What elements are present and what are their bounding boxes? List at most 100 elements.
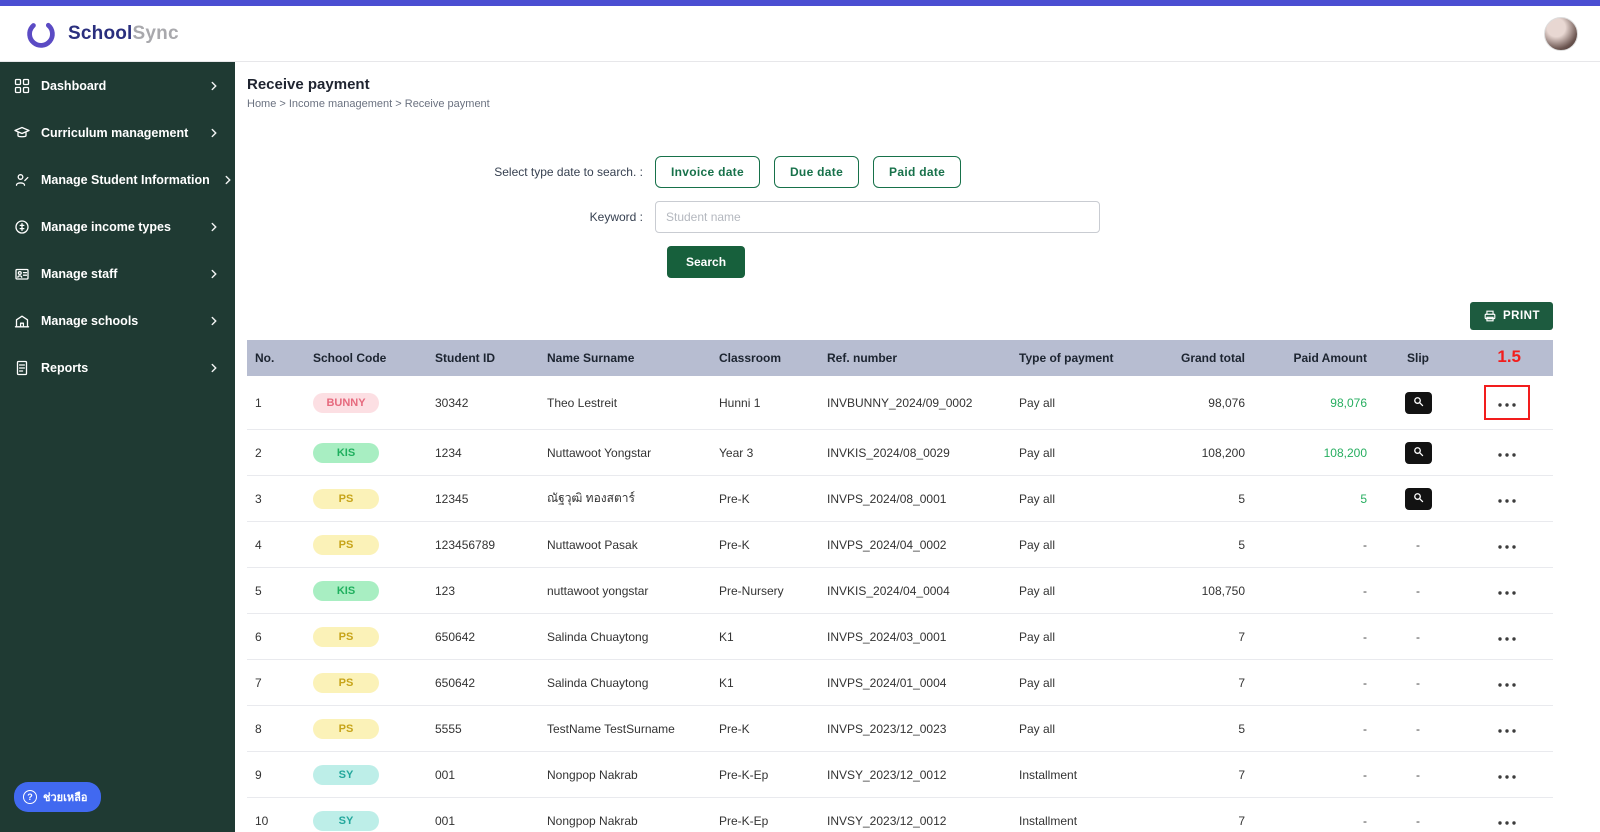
sidebar-item-label: Manage staff — [41, 266, 118, 281]
table-row: 6 PS 650642 Salinda Chuaytong K1 INVPS_2… — [247, 613, 1553, 660]
view-slip-button[interactable] — [1404, 487, 1432, 510]
cell-payment-type: Pay all — [1011, 521, 1141, 568]
cell-paid-amount: 5 — [1253, 475, 1375, 522]
row-actions-button[interactable] — [1494, 715, 1520, 742]
cell-grand-total: 5 — [1141, 475, 1253, 522]
cell-slip — [1375, 475, 1461, 522]
date-type-button-paid-date[interactable]: Paid date — [873, 156, 962, 188]
sidebar-item-manage-income-types[interactable]: Manage income types — [0, 203, 235, 250]
cell-actions — [1461, 659, 1553, 706]
cell-payment-type: Pay all — [1011, 705, 1141, 752]
date-type-button-due-date[interactable]: Due date — [773, 156, 860, 188]
column-header: Name Surname — [539, 340, 711, 376]
more-options-icon — [1498, 813, 1516, 828]
school-code-badge: SY — [313, 810, 379, 831]
cell-payment-type: Installment — [1011, 751, 1141, 798]
more-options-icon — [1498, 395, 1516, 410]
row-actions-button[interactable] — [1494, 807, 1520, 832]
column-header: Paid Amount — [1253, 340, 1375, 376]
table-body: 1 BUNNY 30342 Theo Lestreit Hunni 1 INVB… — [247, 376, 1553, 832]
cell-no: 10 — [247, 797, 305, 832]
magnifier-icon — [1412, 445, 1425, 461]
cell-no: 6 — [247, 613, 305, 660]
search-button[interactable]: Search — [667, 246, 746, 278]
cell-ref-number: INVSY_2023/12_0012 — [819, 751, 1011, 798]
cell-student-id: 1234 — [427, 429, 539, 476]
cell-actions — [1461, 376, 1553, 430]
cell-payment-type: Pay all — [1011, 475, 1141, 522]
cell-no: 1 — [247, 376, 305, 430]
column-header: Classroom — [711, 340, 819, 376]
sidebar-item-manage-staff[interactable]: Manage staff — [0, 250, 235, 297]
breadcrumb[interactable]: Home > Income management > Receive payme… — [247, 98, 490, 110]
row-actions-button[interactable] — [1494, 623, 1520, 650]
user-avatar[interactable] — [1544, 16, 1578, 51]
row-actions-button[interactable] — [1494, 485, 1520, 512]
school-code-badge: PS — [313, 718, 379, 739]
more-options-icon — [1498, 767, 1516, 782]
table-row: 10 SY 001 Nongpop Nakrab Pre-K-Ep INVSY_… — [247, 797, 1553, 832]
table-row: 7 PS 650642 Salinda Chuaytong K1 INVPS_2… — [247, 659, 1553, 706]
column-header: Slip — [1375, 340, 1461, 376]
cell-ref-number: INVPS_2024/01_0004 — [819, 659, 1011, 706]
school-code-badge: KIS — [313, 442, 379, 463]
table-row: 5 KIS 123 nuttawoot yongstar Pre-Nursery… — [247, 567, 1553, 614]
cell-classroom: K1 — [711, 613, 819, 660]
more-options-icon — [1498, 629, 1516, 644]
sidebar-item-curriculum-management[interactable]: Curriculum management — [0, 109, 235, 156]
view-slip-button[interactable] — [1404, 391, 1432, 414]
help-button[interactable]: ? ช่วยเหลือ — [14, 782, 102, 812]
row-actions-button[interactable] — [1494, 531, 1520, 558]
cell-ref-number: INVBUNNY_2024/09_0002 — [819, 376, 1011, 430]
view-slip-button[interactable] — [1404, 441, 1432, 464]
cell-paid-amount: 98,076 — [1253, 376, 1375, 430]
column-header: Student ID — [427, 340, 539, 376]
sidebar-item-label: Reports — [41, 360, 89, 375]
keyword-input[interactable] — [655, 201, 1100, 233]
sidebar-item-manage-student-information[interactable]: Manage Student Information — [0, 156, 235, 203]
curriculum-icon — [14, 125, 30, 141]
cell-actions — [1461, 613, 1553, 660]
print-label: PRINT — [1503, 310, 1540, 322]
cell-classroom: Hunni 1 — [711, 376, 819, 430]
more-options-icon — [1498, 721, 1516, 736]
cell-no: 5 — [247, 567, 305, 614]
cell-name: Salinda Chuaytong — [539, 659, 711, 706]
column-header: Type of payment — [1011, 340, 1141, 376]
keyword-label: Keyword : — [589, 210, 643, 224]
row-actions-button[interactable] — [1484, 385, 1530, 420]
cell-name: Salinda Chuaytong — [539, 613, 711, 660]
cell-actions — [1461, 705, 1553, 752]
row-actions-button[interactable] — [1494, 669, 1520, 696]
cell-slip — [1375, 429, 1461, 476]
cell-no: 4 — [247, 521, 305, 568]
paid-amount: 98,076 — [1330, 395, 1367, 410]
column-header: Grand total — [1141, 340, 1253, 376]
column-header: School Code — [305, 340, 427, 376]
cell-slip: - — [1375, 751, 1461, 798]
sidebar-item-reports[interactable]: Reports — [0, 344, 235, 391]
sidebar-item-dashboard[interactable]: Dashboard — [0, 62, 235, 109]
row-actions-button[interactable] — [1494, 439, 1520, 466]
cell-name: nuttawoot yongstar — [539, 567, 711, 614]
cell-actions — [1461, 751, 1553, 798]
cell-no: 2 — [247, 429, 305, 476]
row-actions-button[interactable] — [1494, 577, 1520, 604]
print-button[interactable]: PRINT — [1470, 302, 1553, 330]
sidebar-item-label: Manage schools — [41, 313, 139, 328]
magnifier-icon — [1412, 491, 1425, 507]
school-code-badge: SY — [313, 764, 379, 785]
column-header: No. — [247, 340, 305, 376]
sidebar-item-manage-schools[interactable]: Manage schools — [0, 297, 235, 344]
date-type-buttons: Invoice date Due date Paid date — [655, 156, 975, 188]
date-type-button-invoice-date[interactable]: Invoice date — [655, 156, 760, 188]
cell-grand-total: 7 — [1141, 797, 1253, 832]
cell-actions — [1461, 429, 1553, 476]
cell-student-id: 30342 — [427, 376, 539, 430]
school-code-badge: PS — [313, 672, 379, 693]
printer-icon — [1484, 310, 1496, 322]
cell-ref-number: INVPS_2024/08_0001 — [819, 475, 1011, 522]
cell-paid-amount: - — [1253, 751, 1375, 798]
row-actions-button[interactable] — [1494, 761, 1520, 788]
annotation-label: 1.5 — [1497, 347, 1521, 366]
